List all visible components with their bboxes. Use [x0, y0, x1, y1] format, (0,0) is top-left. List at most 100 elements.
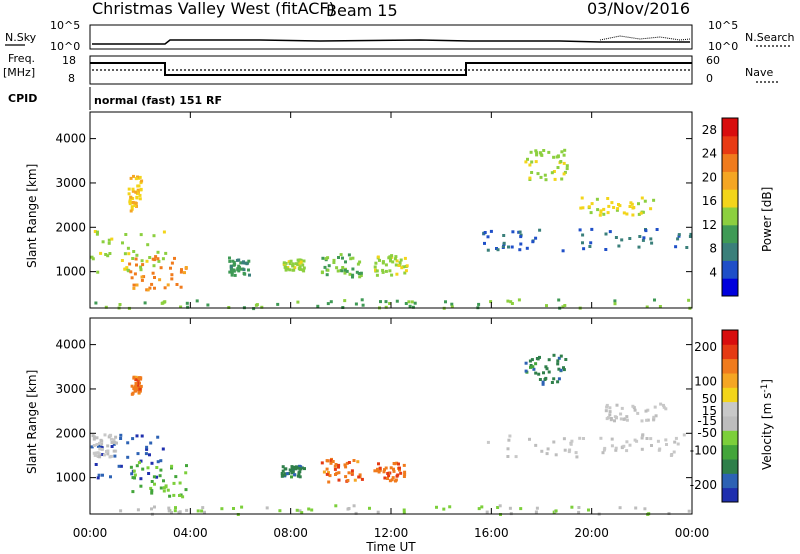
- echo-cell: [240, 505, 244, 509]
- nave-tick-top: 60: [706, 54, 720, 67]
- echo-cell: [156, 435, 160, 439]
- echo-cell: [170, 464, 174, 468]
- echo-cell: [506, 447, 510, 451]
- freq-label: Freq.: [8, 52, 35, 65]
- colorbar-segment: [722, 224, 738, 244]
- echo-cell: [378, 258, 381, 262]
- echo-cell: [232, 263, 236, 267]
- echo-cell: [376, 510, 380, 514]
- echo-cell: [169, 266, 172, 270]
- echo-cell: [327, 480, 331, 484]
- echo-cell: [298, 509, 302, 513]
- echo-cell: [387, 474, 391, 478]
- echo-cell: [625, 449, 629, 453]
- echo-cell: [509, 300, 513, 304]
- echo-cell: [498, 504, 502, 508]
- echo-cell: [347, 471, 351, 475]
- freq-panel: [89, 55, 693, 85]
- echo-cell: [302, 266, 306, 270]
- echo-cell: [563, 148, 567, 152]
- echo-cell: [582, 437, 585, 440]
- colorbar-segment: [722, 118, 738, 137]
- ytick-label: 2000: [55, 220, 86, 234]
- echo-cell: [241, 261, 245, 265]
- echo-cell: [589, 211, 593, 215]
- echo-cell: [138, 387, 142, 391]
- echo-cell: [514, 455, 518, 459]
- echo-cell: [137, 390, 141, 394]
- echo-cell: [307, 507, 311, 511]
- colorbar-segment: [722, 430, 738, 446]
- echo-cell: [634, 506, 638, 510]
- echo-cell: [332, 261, 336, 264]
- echo-cell: [293, 266, 297, 270]
- echo-cell: [384, 305, 388, 309]
- echo-cell: [179, 270, 183, 274]
- echo-cell: [676, 442, 680, 446]
- plot-frame: [89, 317, 693, 515]
- echo-cell: [628, 237, 632, 240]
- echo-cell: [130, 472, 134, 476]
- echo-cell: [132, 469, 136, 473]
- echo-cell: [325, 472, 329, 476]
- echo-cell: [95, 436, 99, 440]
- xtick-label: 00:00: [675, 526, 710, 540]
- echo-cell: [528, 176, 532, 180]
- xaxis-label: Time UT: [365, 540, 416, 554]
- echo-cell: [539, 175, 543, 179]
- colorbar-segment: [722, 153, 738, 172]
- echo-cell: [233, 273, 237, 277]
- echo-cell: [104, 305, 108, 309]
- echo-cell: [152, 234, 156, 238]
- echo-cell: [168, 494, 172, 498]
- echo-cell: [614, 236, 618, 239]
- echo-cell: [450, 305, 454, 309]
- echo-cell: [133, 473, 137, 477]
- echo-cell: [265, 506, 269, 510]
- echo-cell: [283, 473, 287, 477]
- echo-cell: [477, 302, 481, 306]
- echo-cell: [115, 441, 118, 445]
- echo-cell: [619, 417, 623, 421]
- echo-cell: [96, 270, 100, 274]
- echo-cell: [134, 382, 138, 385]
- echo-cell: [390, 254, 394, 258]
- echo-cell: [404, 302, 408, 305]
- echo-cell: [658, 305, 662, 308]
- echo-cell: [181, 495, 185, 499]
- echo-cell: [299, 258, 303, 262]
- echo-cell: [645, 437, 649, 440]
- echo-cell: [332, 258, 336, 262]
- echo-cell: [247, 259, 251, 263]
- echo-cell: [139, 265, 143, 269]
- echo-cell: [574, 451, 578, 455]
- echo-cell: [146, 466, 150, 470]
- colorbar-tick: 4: [709, 265, 717, 279]
- echo-cell: [303, 467, 306, 471]
- echo-cell: [556, 154, 560, 158]
- echo-cell: [184, 488, 188, 492]
- echo-cell: [152, 475, 156, 479]
- echo-cell: [109, 475, 112, 479]
- echo-cell: [528, 359, 532, 363]
- echo-cell: [295, 465, 299, 469]
- echo-cell: [608, 230, 612, 234]
- echo-cell: [413, 301, 417, 305]
- echo-cell: [131, 197, 135, 200]
- echo-cell: [625, 440, 629, 444]
- echo-cell: [508, 434, 512, 438]
- echo-cell: [383, 476, 387, 480]
- echo-cell: [298, 475, 302, 479]
- echo-cell: [329, 300, 333, 304]
- echo-cell: [146, 243, 150, 247]
- echo-cell: [140, 278, 144, 282]
- echo-cell: [631, 213, 635, 217]
- echo-cell: [502, 244, 505, 248]
- echo-cell: [96, 476, 100, 480]
- echo-cell: [345, 269, 349, 273]
- colorbar-tick: -100: [690, 443, 717, 457]
- echo-cell: [483, 241, 486, 245]
- echo-cell: [643, 507, 647, 511]
- echo-cell: [552, 353, 556, 357]
- echo-cell: [288, 268, 292, 272]
